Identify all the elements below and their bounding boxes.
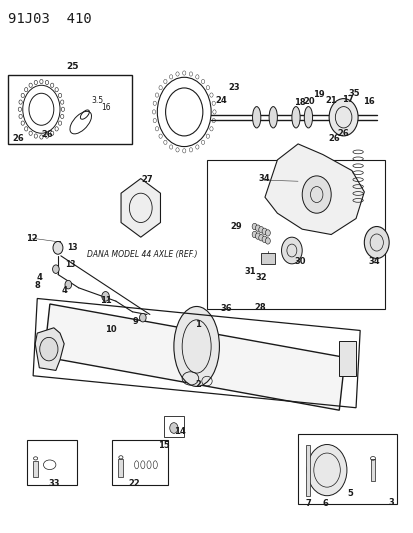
Bar	[118, 459, 123, 477]
Circle shape	[52, 265, 59, 273]
Text: 91J03  410: 91J03 410	[8, 12, 92, 26]
Text: 34: 34	[258, 174, 269, 183]
Text: 36: 36	[220, 304, 232, 312]
Circle shape	[261, 228, 266, 235]
Text: 14: 14	[174, 427, 185, 436]
Text: 16: 16	[100, 103, 110, 112]
Text: 26: 26	[42, 130, 53, 139]
Text: 4: 4	[36, 273, 42, 281]
Text: 35: 35	[347, 89, 359, 98]
Text: 22: 22	[128, 479, 140, 488]
Ellipse shape	[252, 107, 260, 128]
Polygon shape	[264, 144, 363, 235]
Circle shape	[255, 225, 260, 231]
Text: 3.5: 3.5	[91, 96, 103, 104]
Circle shape	[363, 227, 388, 259]
Text: 1: 1	[195, 320, 200, 328]
Ellipse shape	[291, 107, 299, 128]
Text: 19: 19	[312, 91, 324, 99]
Text: 16: 16	[362, 97, 373, 106]
Ellipse shape	[173, 306, 219, 386]
Bar	[306, 445, 310, 496]
Text: 26: 26	[13, 134, 24, 143]
Bar	[163, 416, 184, 437]
Text: 13: 13	[67, 244, 78, 252]
Circle shape	[65, 280, 71, 289]
Text: 23: 23	[228, 84, 239, 92]
Text: 25: 25	[66, 62, 78, 71]
Bar	[8, 75, 132, 144]
Ellipse shape	[304, 107, 312, 128]
Bar	[339, 341, 355, 376]
Circle shape	[258, 227, 263, 233]
Polygon shape	[44, 304, 344, 410]
Circle shape	[301, 176, 330, 213]
Text: 21: 21	[325, 96, 336, 104]
Text: 4: 4	[61, 286, 67, 295]
Text: 32: 32	[254, 273, 266, 282]
Polygon shape	[35, 328, 64, 370]
Circle shape	[306, 445, 346, 496]
Bar	[33, 461, 38, 477]
Circle shape	[265, 238, 270, 244]
Text: 31: 31	[244, 268, 256, 276]
Circle shape	[265, 230, 270, 236]
Circle shape	[328, 99, 357, 136]
Text: 24: 24	[215, 96, 227, 104]
Circle shape	[169, 423, 178, 433]
Text: 13: 13	[65, 261, 76, 269]
Bar	[112, 440, 167, 485]
Circle shape	[255, 233, 260, 239]
Circle shape	[53, 241, 63, 254]
Text: 11: 11	[100, 296, 111, 304]
Text: 8: 8	[34, 281, 40, 289]
Text: 2: 2	[195, 381, 200, 389]
Circle shape	[139, 313, 146, 322]
Text: 28: 28	[254, 303, 265, 311]
Text: DANA MODEL 44 AXLE (REF.): DANA MODEL 44 AXLE (REF.)	[87, 250, 197, 259]
Bar	[27, 440, 76, 485]
Circle shape	[261, 236, 266, 243]
Text: 26: 26	[337, 129, 349, 138]
Text: 7: 7	[305, 499, 311, 508]
Text: 30: 30	[294, 257, 305, 265]
Circle shape	[258, 235, 263, 241]
Bar	[370, 459, 375, 481]
Text: 6: 6	[321, 499, 327, 508]
Circle shape	[102, 292, 109, 301]
Text: 5: 5	[346, 489, 352, 497]
Text: 10: 10	[105, 326, 116, 334]
Ellipse shape	[268, 107, 277, 128]
Circle shape	[40, 337, 58, 361]
Circle shape	[252, 223, 256, 230]
Circle shape	[281, 237, 301, 264]
Text: 29: 29	[230, 222, 241, 231]
Text: 34: 34	[368, 257, 380, 265]
Text: 12: 12	[26, 234, 38, 243]
Text: 15: 15	[157, 441, 169, 449]
Text: 26: 26	[328, 134, 339, 142]
Text: 9: 9	[133, 317, 138, 326]
Polygon shape	[121, 179, 160, 237]
Text: 3: 3	[387, 498, 393, 506]
Text: 27: 27	[141, 175, 152, 184]
Text: 17: 17	[341, 95, 353, 104]
Bar	[297, 434, 396, 504]
Circle shape	[252, 231, 256, 238]
Text: 20: 20	[303, 97, 315, 106]
Text: 18: 18	[294, 99, 305, 107]
Bar	[260, 253, 275, 264]
Text: 33: 33	[48, 479, 59, 488]
